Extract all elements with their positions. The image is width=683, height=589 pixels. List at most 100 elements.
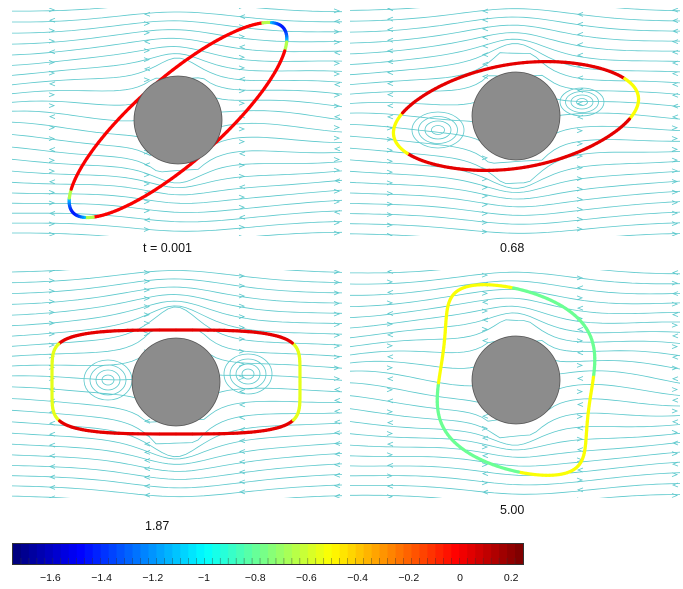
colorbar-cell xyxy=(60,544,70,564)
streamline-arrow xyxy=(576,477,584,483)
streamline-arrow xyxy=(48,8,56,13)
streamline-arrow xyxy=(143,312,151,318)
streamline-arrow xyxy=(48,200,56,206)
streamline-arrow xyxy=(238,14,246,19)
streamline-arrow xyxy=(481,185,489,190)
streamline-arrow xyxy=(48,92,56,98)
colorbar-cell xyxy=(363,544,373,564)
streamline-arrow xyxy=(143,48,151,54)
panel-caption: t = 0.001 xyxy=(143,241,192,255)
streamline xyxy=(350,159,680,189)
streamline-arrow xyxy=(481,8,489,14)
vortex-streamline xyxy=(565,91,599,113)
streamline-arrow xyxy=(576,275,584,281)
streamline-arrow xyxy=(671,430,679,435)
colorbar-cell xyxy=(156,544,166,564)
streamline-arrow xyxy=(576,326,584,332)
streamline-arrow xyxy=(143,466,151,472)
streamline-arrow xyxy=(671,71,679,77)
streamline-arrow xyxy=(671,344,679,349)
colorbar-cell xyxy=(371,544,381,564)
streamline-arrow xyxy=(576,216,584,222)
colorbar-cell xyxy=(84,544,94,564)
colorbar-cell xyxy=(507,544,516,564)
streamline-arrow xyxy=(48,288,56,294)
colorbar-cell xyxy=(13,544,22,564)
streamline xyxy=(350,461,680,476)
streamline-arrow xyxy=(143,77,151,83)
colorbar-tick-label: −0.4 xyxy=(347,572,368,584)
streamline-arrow xyxy=(386,48,394,54)
streamline-arrow xyxy=(671,312,679,318)
streamline-arrow xyxy=(333,290,341,296)
streamline-arrow xyxy=(143,199,151,205)
streamline-arrow xyxy=(48,211,56,216)
streamline-arrow xyxy=(238,76,246,82)
streamline-arrow xyxy=(48,49,56,55)
streamline-arrow xyxy=(143,287,151,293)
streamline-arrow xyxy=(48,125,56,130)
streamline-arrow xyxy=(48,81,56,87)
streamline xyxy=(12,484,342,498)
colorbar-tick-label: 0 xyxy=(457,572,463,584)
vortex-streamline xyxy=(431,125,445,135)
streamline-arrow xyxy=(386,343,394,349)
colorbar-cell xyxy=(268,544,277,564)
streamline-arrow xyxy=(386,169,394,175)
streamline-arrow xyxy=(48,136,56,141)
streamline-arrow xyxy=(238,402,246,408)
streamline-arrow xyxy=(576,414,584,420)
streamline-arrow xyxy=(386,114,394,120)
colorbar-cell xyxy=(36,544,46,564)
colorbar-cell xyxy=(188,544,197,564)
streamline-arrow xyxy=(481,480,489,486)
colorbar-cell xyxy=(283,544,293,564)
streamline-arrow xyxy=(333,493,341,498)
streamline-arrow xyxy=(48,231,56,236)
streamline-arrow xyxy=(671,482,679,488)
streamline-arrow xyxy=(333,301,341,306)
cylinder xyxy=(131,337,221,427)
streamline-arrow xyxy=(143,278,151,284)
colorbar-cell xyxy=(148,544,158,564)
streamline xyxy=(12,53,342,76)
streamline-arrow xyxy=(333,199,341,205)
streamline-arrow xyxy=(143,39,151,45)
streamline-arrow xyxy=(143,57,151,62)
streamline-arrow xyxy=(333,451,341,457)
colorbar-cell xyxy=(124,544,134,564)
streamline-arrow xyxy=(481,155,489,161)
streamline-arrow xyxy=(48,114,56,120)
streamline-arrow xyxy=(481,426,489,431)
vortex-streamline xyxy=(89,364,127,396)
vortex-streamline xyxy=(559,87,605,117)
panel-caption: 5.00 xyxy=(500,503,525,517)
streamline-arrow xyxy=(386,125,394,131)
colorbar-cell xyxy=(132,544,142,564)
streamline-arrow xyxy=(238,126,246,132)
streamline-arrow xyxy=(671,365,679,371)
streamline-plot xyxy=(12,8,342,236)
streamline-arrow xyxy=(333,39,341,45)
streamline-arrow xyxy=(238,204,246,210)
streamline xyxy=(350,494,680,498)
streamline-arrow xyxy=(481,43,489,49)
streamline-arrow xyxy=(333,178,341,184)
colorbar-cell xyxy=(299,544,309,564)
streamline-arrow xyxy=(238,427,246,432)
streamline xyxy=(350,233,680,236)
streamline-arrow xyxy=(333,311,341,317)
streamline-arrow xyxy=(333,125,341,130)
streamline-arrow xyxy=(576,285,584,291)
streamline-arrow xyxy=(48,59,56,65)
streamline xyxy=(350,16,680,33)
streamline-arrow xyxy=(48,299,56,305)
streamline-arrow xyxy=(238,314,246,319)
streamline-arrow xyxy=(386,365,394,371)
streamline-arrow xyxy=(671,408,679,414)
streamline xyxy=(350,32,680,55)
streamline xyxy=(12,294,342,316)
colorbar-cell xyxy=(483,544,492,564)
streamline-arrow xyxy=(576,196,584,202)
streamline-arrow xyxy=(238,214,246,220)
